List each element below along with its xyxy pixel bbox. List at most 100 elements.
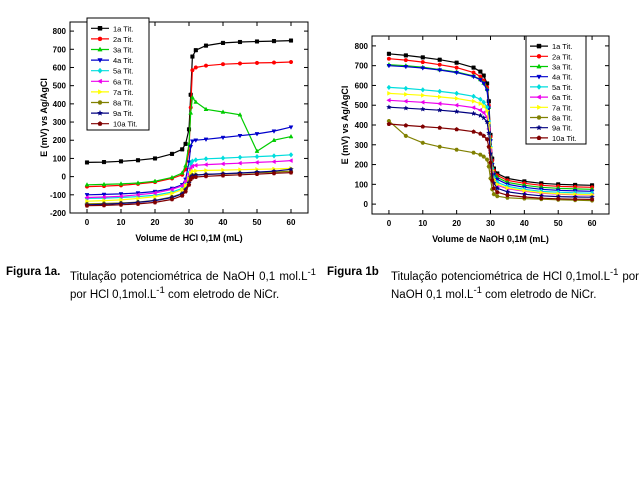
data-point: [170, 190, 175, 196]
data-point: [480, 114, 487, 121]
data-point: [420, 99, 425, 105]
legend-box: [86, 17, 150, 131]
series-10a-tit-: [386, 121, 595, 202]
data-point: [193, 138, 199, 143]
legend-label: 1a Tit.: [113, 24, 133, 33]
data-point: [495, 189, 500, 195]
data-point: [135, 180, 141, 185]
data-point: [481, 133, 486, 138]
legend-label: 4a Tit.: [552, 73, 572, 82]
data-point: [119, 197, 124, 203]
data-point: [193, 157, 199, 163]
legend-label: 3a Tit.: [552, 63, 572, 72]
legend-marker: [536, 74, 542, 80]
data-point: [522, 188, 528, 194]
data-point: [454, 65, 459, 70]
data-point: [189, 139, 195, 144]
data-point: [193, 48, 198, 53]
series-3a-tit-: [84, 94, 294, 187]
legend-marker: [98, 89, 103, 95]
x-tick-label: 60: [287, 218, 296, 227]
legend-label: 2a Tit.: [113, 35, 133, 44]
data-point: [84, 193, 90, 198]
data-point: [386, 56, 391, 61]
data-point: [180, 187, 185, 193]
data-point: [84, 182, 90, 187]
data-point: [169, 174, 175, 180]
data-point: [437, 101, 442, 107]
caption-text: Titulação potenciométrica de HCl 0,1mol.…: [391, 267, 639, 302]
data-point: [471, 93, 476, 100]
data-point: [539, 190, 544, 196]
data-point: [152, 200, 158, 205]
data-point: [183, 141, 188, 146]
data-point: [136, 196, 141, 201]
y-tick-label: 200: [355, 161, 369, 170]
data-point: [237, 134, 243, 139]
data-point: [403, 85, 409, 92]
data-point: [484, 88, 490, 94]
data-point: [188, 144, 194, 150]
y-tick-label: 400: [355, 121, 369, 130]
data-point: [254, 171, 260, 176]
caption-label: Figura 1b: [327, 266, 379, 278]
data-point: [271, 170, 277, 176]
data-point: [271, 159, 276, 165]
x-tick-label: 50: [253, 218, 262, 227]
y-tick-label: 500: [53, 82, 67, 91]
data-point: [471, 65, 476, 70]
data-point: [271, 153, 277, 159]
data-point: [477, 78, 483, 83]
legend-label: 7a Tit.: [113, 88, 133, 97]
data-point: [477, 112, 484, 118]
legend-marker: [536, 135, 542, 141]
y-tick-label: 700: [53, 45, 67, 54]
data-point: [288, 59, 294, 65]
data-point: [505, 185, 511, 191]
data-point: [481, 154, 486, 159]
data-point: [271, 137, 277, 142]
y-tick-label: 0: [62, 173, 67, 182]
legend-label: 10a Tit.: [113, 120, 138, 129]
titration-chart-1b: 0 100 200 300 400 500 600 700 800 0 10 20 30 40 50 60 Vo…: [340, 35, 610, 244]
data-point: [470, 110, 477, 116]
data-point: [271, 39, 277, 44]
data-point: [386, 104, 392, 110]
data-point: [135, 201, 141, 206]
data-point: [254, 160, 259, 165]
data-point: [254, 148, 260, 153]
data-point: [486, 164, 492, 169]
legend-marker: [97, 67, 103, 74]
legend-marker: [536, 94, 541, 100]
data-point: [454, 126, 459, 132]
data-point: [387, 90, 392, 96]
legend-label: 1a Tit.: [552, 42, 572, 51]
x-tick-label: 30: [185, 218, 194, 227]
data-point: [183, 183, 189, 189]
data-point: [288, 38, 294, 43]
data-point: [403, 98, 408, 104]
data-point: [237, 154, 243, 161]
data-point: [118, 202, 124, 207]
data-point: [271, 60, 277, 65]
legend-marker: [537, 104, 542, 110]
data-point: [254, 60, 260, 65]
data-point: [271, 129, 277, 134]
legend-label: 5a Tit.: [552, 83, 572, 92]
data-point: [101, 194, 106, 200]
data-point: [386, 63, 392, 69]
data-point: [478, 69, 483, 74]
data-point: [237, 160, 242, 166]
caption-text: Titulação potenciométrica de NaOH 0,1 mo…: [70, 267, 316, 302]
y-tick-label: 300: [355, 141, 369, 150]
x-tick-label: 0: [85, 218, 90, 227]
data-point: [539, 195, 544, 201]
data-point: [203, 156, 209, 162]
data-point: [135, 192, 140, 198]
data-point: [478, 96, 483, 103]
data-point: [152, 190, 157, 196]
x-tick-label: 10: [418, 219, 427, 228]
data-point: [101, 192, 107, 198]
data-point: [188, 110, 194, 115]
data-point: [403, 133, 409, 138]
